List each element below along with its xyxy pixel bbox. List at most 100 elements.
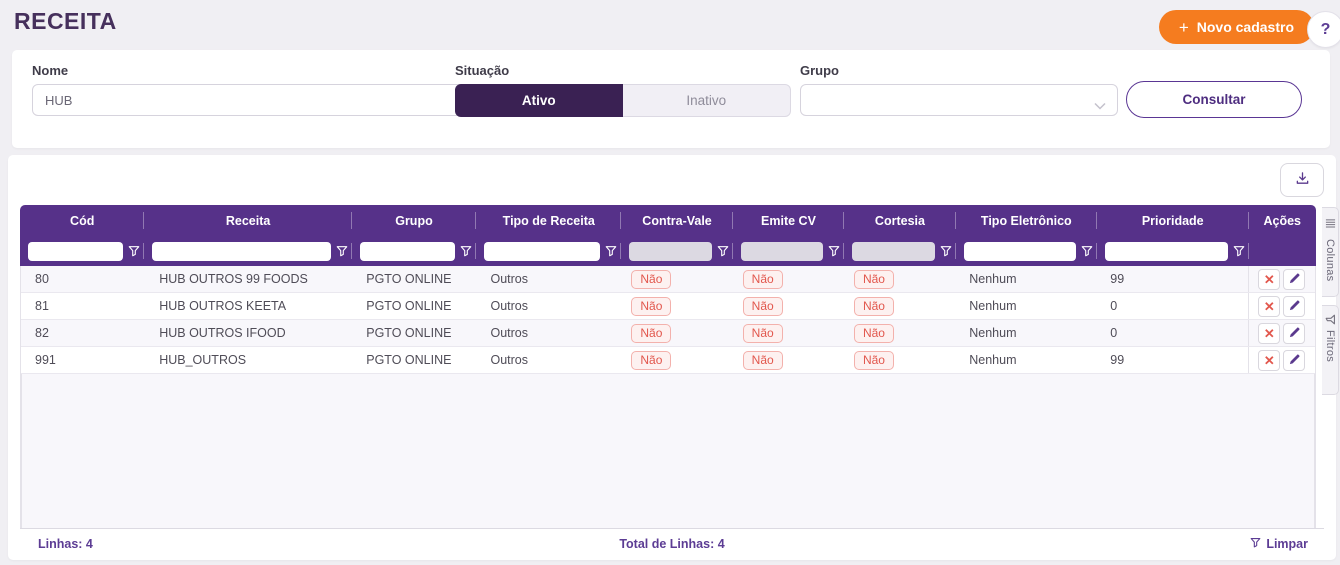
column-header-grupo[interactable]: Grupo bbox=[352, 205, 477, 236]
emite-cv-badge: Não bbox=[742, 323, 783, 343]
delete-row-button[interactable]: ✕ bbox=[1258, 349, 1281, 371]
cell-grupo: PGTO ONLINE bbox=[366, 353, 452, 367]
filter-cell-acoes bbox=[1249, 236, 1316, 266]
tab-filtros[interactable]: Filtros bbox=[1322, 305, 1339, 395]
cell-prioridade: 99 bbox=[1110, 353, 1125, 367]
download-button[interactable] bbox=[1280, 163, 1324, 197]
pencil-icon bbox=[1289, 353, 1300, 368]
filter-funnel-icon[interactable] bbox=[1081, 245, 1093, 257]
column-header-prioridade[interactable]: Prioridade bbox=[1097, 205, 1249, 236]
filter-funnel-icon[interactable] bbox=[460, 245, 472, 257]
edit-row-button[interactable] bbox=[1283, 295, 1306, 317]
nome-input[interactable] bbox=[32, 84, 484, 116]
filter-funnel-icon[interactable] bbox=[128, 245, 140, 257]
edit-row-button[interactable] bbox=[1283, 322, 1306, 344]
grupo-select[interactable] bbox=[800, 84, 1118, 116]
help-button[interactable]: ? bbox=[1307, 11, 1340, 48]
cell-receita: HUB_OUTROS bbox=[159, 353, 247, 367]
cell-receita: HUB OUTROS IFOOD bbox=[159, 326, 286, 340]
funnel-icon bbox=[1325, 314, 1336, 325]
situacao-inativo-button[interactable]: Inativo bbox=[622, 84, 791, 117]
filter-funnel-icon[interactable] bbox=[940, 245, 952, 257]
cell-cod: 82 bbox=[35, 326, 49, 340]
filter-funnel-icon[interactable] bbox=[1233, 245, 1245, 257]
filter-funnel-icon[interactable] bbox=[605, 245, 617, 257]
situacao-ativo-button[interactable]: Ativo bbox=[455, 84, 623, 117]
data-grid: Cód Receita Grupo Tipo de Receita Contra… bbox=[20, 205, 1316, 528]
table-row: 82 HUB OUTROS IFOOD PGTO ONLINE Outros N… bbox=[21, 320, 1315, 347]
cell-prioridade: 0 bbox=[1110, 299, 1118, 313]
filter-input-cod[interactable] bbox=[28, 241, 124, 261]
cell-tipo: Outros bbox=[490, 353, 528, 367]
filter-cell-contra-vale bbox=[621, 236, 733, 266]
funnel-icon bbox=[1250, 537, 1261, 551]
filter-input-tipo-de-receita[interactable] bbox=[484, 241, 601, 261]
column-header-cortesia[interactable]: Cortesia bbox=[844, 205, 956, 236]
emite-cv-badge: Não bbox=[742, 296, 783, 316]
filter-cell-cortesia bbox=[844, 236, 956, 266]
grupo-label: Grupo bbox=[800, 63, 839, 78]
cell-tipo: Outros bbox=[490, 326, 528, 340]
column-header-acoes: Ações bbox=[1263, 213, 1301, 228]
delete-row-button[interactable]: ✕ bbox=[1258, 322, 1281, 344]
cortesia-badge: Não bbox=[853, 323, 894, 343]
cortesia-badge: Não bbox=[853, 269, 894, 289]
total-rows-label: Total de Linhas: 4 bbox=[619, 536, 725, 551]
filter-funnel-icon[interactable] bbox=[828, 245, 840, 257]
filter-cell-tipo-de-receita bbox=[476, 236, 622, 266]
pencil-icon bbox=[1289, 299, 1300, 314]
pencil-icon bbox=[1289, 272, 1300, 287]
delete-row-button[interactable]: ✕ bbox=[1258, 268, 1281, 290]
grid-footer: Linhas: 4 Total de Linhas: 4 Limpar bbox=[20, 528, 1324, 558]
chevron-down-icon bbox=[1094, 97, 1106, 115]
x-icon: ✕ bbox=[1263, 352, 1275, 368]
column-header-emite-cv[interactable]: Emite CV bbox=[733, 205, 845, 236]
filter-cell-emite-cv bbox=[733, 236, 845, 266]
filter-input-cortesia[interactable] bbox=[852, 241, 935, 261]
filter-input-emite-cv[interactable] bbox=[740, 241, 824, 261]
cell-cod: 80 bbox=[35, 272, 49, 286]
filter-cell-receita bbox=[144, 236, 352, 266]
edit-row-button[interactable] bbox=[1283, 268, 1306, 290]
table-row: 991 HUB_OUTROS PGTO ONLINE Outros Não Nã… bbox=[21, 347, 1315, 374]
column-header-tipo-eletronico[interactable]: Tipo Eletrônico bbox=[956, 205, 1097, 236]
new-record-button[interactable]: + Novo cadastro bbox=[1158, 10, 1314, 44]
grid-body: 80 HUB OUTROS 99 FOODS PGTO ONLINE Outro… bbox=[20, 266, 1316, 528]
cell-prioridade: 0 bbox=[1110, 326, 1118, 340]
question-icon: ? bbox=[1320, 20, 1331, 38]
column-header-contra-vale[interactable]: Contra-Vale bbox=[621, 205, 733, 236]
cell-cod: 81 bbox=[35, 299, 49, 313]
delete-row-button[interactable]: ✕ bbox=[1258, 295, 1281, 317]
table-row: 81 HUB OUTROS KEETA PGTO ONLINE Outros N… bbox=[21, 293, 1315, 320]
cell-tipo: Outros bbox=[490, 299, 528, 313]
cell-grupo: PGTO ONLINE bbox=[366, 326, 452, 340]
column-header-cod[interactable]: Cód bbox=[20, 205, 145, 236]
contra-vale-badge: Não bbox=[631, 296, 672, 316]
filter-cell-prioridade bbox=[1097, 236, 1249, 266]
x-icon: ✕ bbox=[1263, 271, 1275, 287]
filter-input-receita[interactable] bbox=[152, 241, 331, 261]
cell-tipo-eletronico: Nenhum bbox=[969, 326, 1017, 340]
contra-vale-badge: Não bbox=[631, 323, 672, 343]
cell-receita: HUB OUTROS 99 FOODS bbox=[159, 272, 308, 286]
column-header-receita[interactable]: Receita bbox=[144, 205, 352, 236]
filter-input-tipo-eletronico[interactable] bbox=[963, 241, 1076, 261]
tab-colunas[interactable]: Colunas bbox=[1322, 207, 1339, 297]
clear-filters-button[interactable]: Limpar bbox=[1250, 537, 1308, 551]
cell-tipo-eletronico: Nenhum bbox=[969, 272, 1017, 286]
cell-receita: HUB OUTROS KEETA bbox=[159, 299, 287, 313]
situacao-label: Situação bbox=[455, 63, 510, 78]
filter-funnel-icon[interactable] bbox=[717, 245, 729, 257]
cell-prioridade: 99 bbox=[1110, 272, 1125, 286]
cortesia-badge: Não bbox=[853, 296, 894, 316]
grid-empty-area bbox=[21, 374, 1315, 528]
filter-input-prioridade[interactable] bbox=[1104, 241, 1228, 261]
filter-input-grupo[interactable] bbox=[359, 241, 456, 261]
column-header-tipo-de-receita[interactable]: Tipo de Receita bbox=[476, 205, 622, 236]
filter-funnel-icon[interactable] bbox=[336, 245, 348, 257]
clear-filters-label: Limpar bbox=[1266, 536, 1308, 551]
results-panel: Cód Receita Grupo Tipo de Receita Contra… bbox=[8, 155, 1339, 560]
filter-input-contra-vale[interactable] bbox=[629, 241, 712, 261]
consultar-button[interactable]: Consultar bbox=[1126, 81, 1302, 118]
edit-row-button[interactable] bbox=[1283, 349, 1306, 371]
